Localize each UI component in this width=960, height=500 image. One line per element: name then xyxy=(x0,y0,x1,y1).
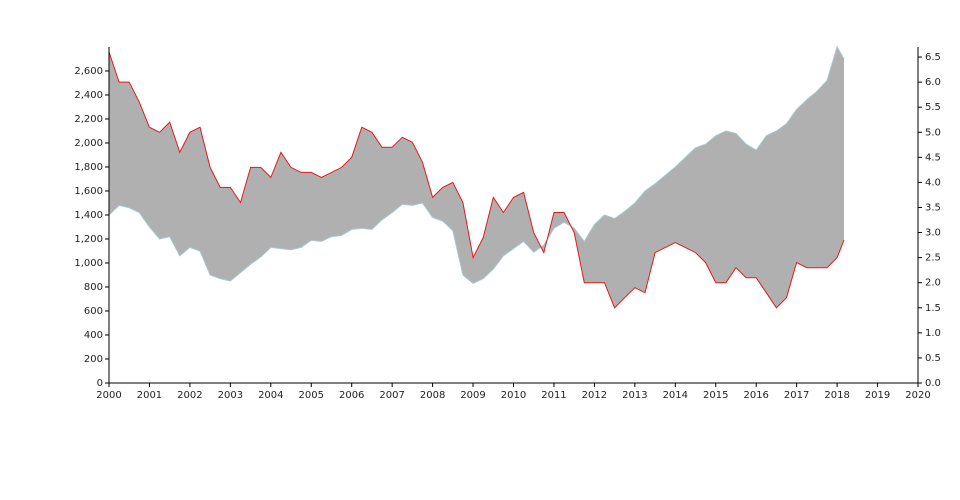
x-tick-label: 2016 xyxy=(743,390,768,401)
y2-tick-label: 4.5 xyxy=(925,152,941,163)
x-tick-label: 2011 xyxy=(541,390,566,401)
x-tick-label: 2001 xyxy=(137,390,162,401)
y-tick-label: 200 xyxy=(84,354,103,365)
y2-tick-label: 1.5 xyxy=(925,303,941,314)
y2-tick-label: 1.0 xyxy=(925,328,941,339)
y-tick-label: 1,000 xyxy=(74,258,103,269)
y2-tick-label: 3.5 xyxy=(925,202,941,213)
y2-tick-label: 5.0 xyxy=(925,127,941,138)
y2-tick-label: 6.0 xyxy=(925,77,941,88)
x-tick-label: 2017 xyxy=(784,390,809,401)
y2-tick-label: 3.0 xyxy=(925,228,941,239)
y-tick-label: 800 xyxy=(84,282,103,293)
y2-tick-label: 4.0 xyxy=(925,177,941,188)
x-tick-label: 2004 xyxy=(258,390,283,401)
x-tick-label: 2007 xyxy=(379,390,404,401)
y-tick-label: 2,400 xyxy=(74,90,103,101)
y-tick-label: 2,200 xyxy=(74,114,103,125)
x-tick-label: 2003 xyxy=(218,390,243,401)
y-tick-label: 400 xyxy=(84,330,103,341)
y-tick-label: 1,400 xyxy=(74,210,103,221)
y2-tick-label: 0.5 xyxy=(925,353,941,364)
x-tick-label: 2006 xyxy=(339,390,364,401)
x-tick-label: 2000 xyxy=(96,390,121,401)
series-line xyxy=(108,51,845,309)
y2-tick-label: 6.5 xyxy=(925,52,941,63)
x-tick-label: 2012 xyxy=(582,390,607,401)
x-tick-label: 2009 xyxy=(460,390,485,401)
y-tick-label: 600 xyxy=(84,306,103,317)
x-tick-label: 2014 xyxy=(663,390,688,401)
x-tick-label: 2002 xyxy=(177,390,202,401)
x-tick-label: 2018 xyxy=(824,390,849,401)
difference-fill xyxy=(109,47,844,308)
y-tick-label: 2,600 xyxy=(74,66,103,77)
x-tick-label: 2020 xyxy=(905,390,930,401)
x-tick-label: 2013 xyxy=(622,390,647,401)
x-tick-label: 2005 xyxy=(299,390,324,401)
x-tick-label: 2010 xyxy=(501,390,526,401)
y2-tick-label: 5.5 xyxy=(925,102,941,113)
y-tick-label: 1,600 xyxy=(74,186,103,197)
x-tick-label: 2015 xyxy=(703,390,728,401)
y2-tick-label: 2.0 xyxy=(925,278,941,289)
y-tick-label: 2,000 xyxy=(74,138,103,149)
y2-tick-label: 0.0 xyxy=(925,378,941,389)
x-tick-label: 2019 xyxy=(865,390,890,401)
y2-tick-label: 2.5 xyxy=(925,253,941,264)
x-tick-label: 2008 xyxy=(420,390,445,401)
y-tick-label: 0 xyxy=(97,378,103,389)
y-tick-label: 1,200 xyxy=(74,234,103,245)
series-line xyxy=(108,45,845,284)
y-tick-label: 1,800 xyxy=(74,162,103,173)
